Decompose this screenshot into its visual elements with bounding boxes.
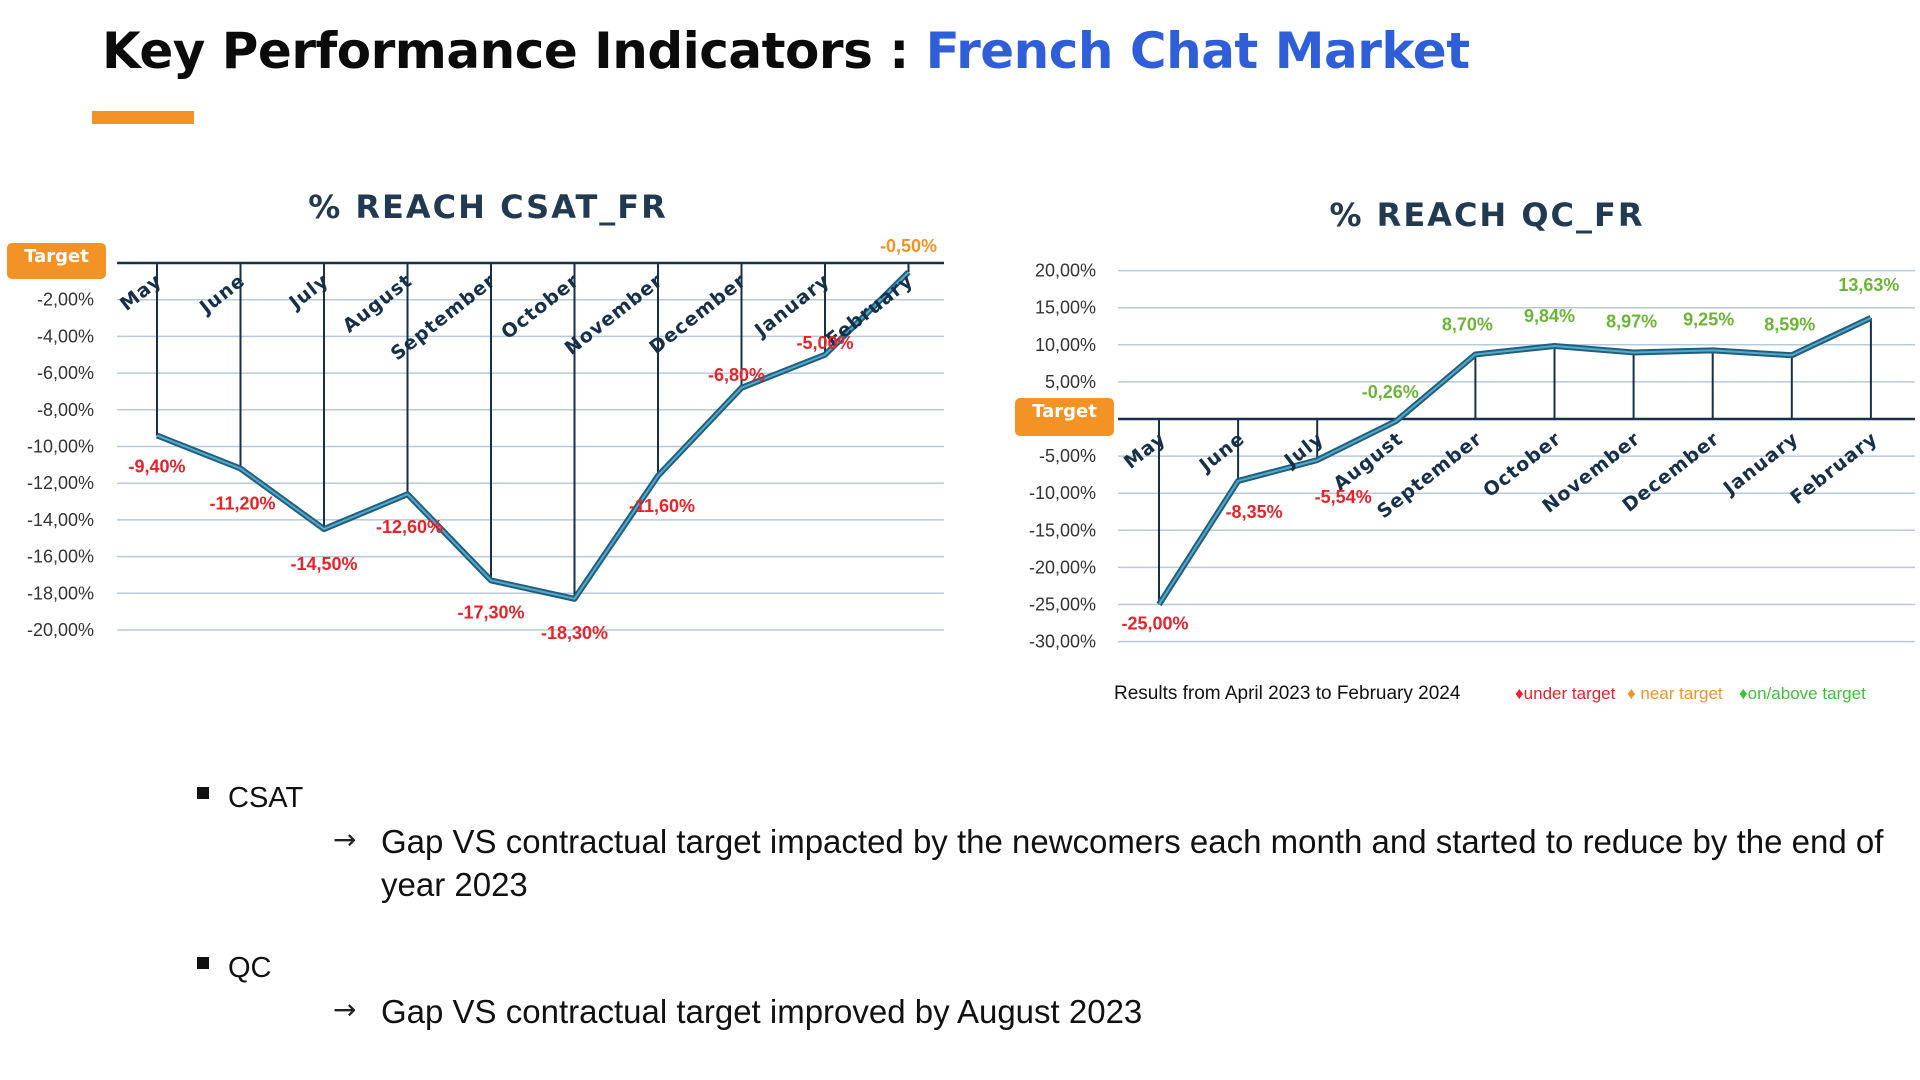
target-badge — [7, 243, 106, 279]
y-tick-label: -6,00% — [37, 363, 94, 383]
y-tick-label: -8,00% — [37, 400, 94, 420]
target-badge-label: Target — [1032, 401, 1097, 422]
data-label: -17,30% — [457, 602, 524, 622]
category-label: May — [1120, 428, 1170, 474]
y-tick-label: -25,00% — [1029, 595, 1096, 615]
csat-chart: % REACH CSAT_FR -2,00% -4,00% -6,00% -8,00% -… — [7, 188, 944, 643]
target-badge — [1015, 398, 1114, 436]
data-label: -25,00% — [1121, 614, 1188, 634]
y-tick-label: -12,00% — [27, 473, 94, 493]
data-label: 8,97% — [1606, 311, 1657, 331]
legend-item: ♦under target — [1515, 684, 1616, 703]
data-label: 9,25% — [1683, 309, 1734, 329]
y-tick-label: -2,00% — [37, 290, 94, 310]
y-tick-label: -5,00% — [1039, 446, 1096, 466]
target-badge-label: Target — [24, 246, 89, 267]
y-tick-label: -16,00% — [27, 547, 94, 567]
arrow-right-icon: → — [333, 993, 357, 1026]
category-label: June — [1194, 428, 1249, 478]
data-label: -12,60% — [376, 517, 443, 537]
data-label: -14,50% — [290, 554, 357, 574]
bullet-label-csat: CSAT — [228, 782, 304, 814]
y-tick-label: -20,00% — [27, 620, 94, 640]
y-tick-label: 5,00% — [1045, 372, 1096, 392]
bullet-label-qc: QC — [228, 952, 272, 984]
y-tick-label: 15,00% — [1035, 298, 1096, 318]
y-tick-label: 10,00% — [1035, 335, 1096, 355]
title-underline — [92, 111, 194, 124]
chart-title: % REACH CSAT_FR — [308, 188, 668, 226]
data-label: -0,26% — [1362, 382, 1419, 402]
data-label: -0,50% — [880, 236, 937, 256]
y-tick-label: -18,00% — [27, 583, 94, 603]
category-label: February — [1786, 428, 1882, 509]
title-accent: French Chat Market — [925, 22, 1470, 80]
data-label: 9,84% — [1524, 306, 1575, 326]
y-tick-label: -14,00% — [27, 510, 94, 530]
data-label: 13,63% — [1838, 275, 1899, 295]
data-label: -11,60% — [629, 496, 695, 516]
y-tick-label: -20,00% — [1029, 557, 1096, 577]
data-label: -9,40% — [128, 456, 185, 476]
legend-item: ♦ near target — [1627, 684, 1723, 703]
bullet-text-qc: Gap VS contractual target improved by Au… — [381, 993, 1143, 1030]
data-label: 8,59% — [1764, 314, 1815, 334]
title-main: Key Performance Indicators : — [102, 22, 926, 80]
arrow-right-icon: → — [333, 823, 357, 856]
data-label: -6,80% — [708, 365, 765, 385]
data-label: -18,30% — [541, 623, 608, 643]
data-label: -5,00% — [796, 333, 853, 353]
bullet-text-csat: Gap VS contractual target impacted by th… — [381, 823, 1884, 903]
y-tick-label: -30,00% — [1029, 632, 1096, 652]
chart-title: % REACH QC_FR — [1329, 196, 1644, 234]
y-tick-label: -10,00% — [1029, 483, 1096, 503]
bullet-square-icon — [197, 787, 209, 799]
data-label: 8,70% — [1442, 314, 1493, 334]
legend-item: ♦on/above target — [1739, 684, 1866, 703]
bullet-square-icon — [197, 957, 209, 969]
data-label: -11,20% — [209, 494, 275, 514]
y-tick-label: 20,00% — [1035, 261, 1096, 281]
data-label: -8,35% — [1226, 502, 1283, 522]
y-tick-label: -10,00% — [27, 437, 94, 457]
slide-title: Key Performance Indicators : French Chat… — [102, 22, 1470, 80]
y-tick-label: -4,00% — [37, 326, 94, 346]
qc-chart: % REACH QC_FR 20,00% 15,00% 10,00% 5,00% -5,0… — [1015, 196, 1915, 704]
series-line-inner — [1158, 316, 1872, 606]
series-line-inner — [156, 271, 910, 600]
y-tick-label: -15,00% — [1029, 520, 1096, 540]
data-label: -5,54% — [1315, 487, 1372, 507]
footnote-text: Results from April 2023 to February 2024 — [1114, 683, 1461, 704]
